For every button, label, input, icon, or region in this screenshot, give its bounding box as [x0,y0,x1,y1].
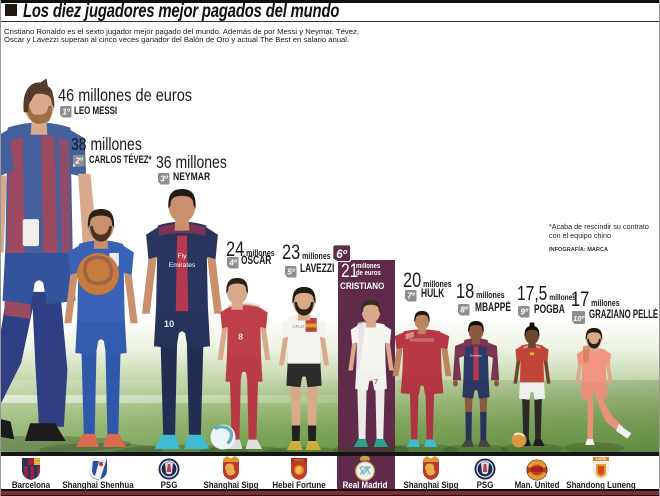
svg-text:Shanghai Shenhua: Shanghai Shenhua [62,480,133,491]
svg-text:LNTB: LNTB [596,457,606,461]
svg-text:4º: 4º [228,258,238,267]
svg-text:5º: 5º [287,267,296,276]
svg-text:9º: 9º [520,307,529,316]
svg-text:CFFC: CFFC [294,458,305,463]
svg-text:Hebei Fortune: Hebei Fortune [272,480,325,491]
svg-text:Emirates: Emirates [470,353,482,357]
svg-text:10: 10 [164,319,174,329]
svg-text:1º: 1º [62,107,71,116]
svg-text:Emirates: Emirates [169,262,196,269]
svg-text:CFLD: CFLD [292,324,305,329]
svg-text:7: 7 [374,377,378,386]
svg-text:6º: 6º [336,249,347,261]
svg-text:Shanghai Sipg: Shanghai Sipg [404,480,459,491]
svg-text:Shandong Luneng: Shandong Luneng [566,480,635,491]
svg-text:10º: 10º [573,314,585,323]
svg-text:Man. United: Man. United [515,480,560,491]
svg-text:3º: 3º [160,174,169,183]
svg-text:PSG: PSG [477,480,494,491]
svg-text:8º: 8º [460,305,469,314]
svg-text:Barcelona: Barcelona [12,480,51,491]
svg-text:8: 8 [238,332,243,342]
svg-text:Shanghai Sipg: Shanghai Sipg [204,480,259,491]
svg-text:Real Madrid: Real Madrid [343,480,388,491]
svg-text:2º: 2º [74,156,84,165]
svg-text:7º: 7º [407,291,416,300]
svg-text:Fly: Fly [178,253,188,260]
svg-text:PSG: PSG [161,480,178,491]
